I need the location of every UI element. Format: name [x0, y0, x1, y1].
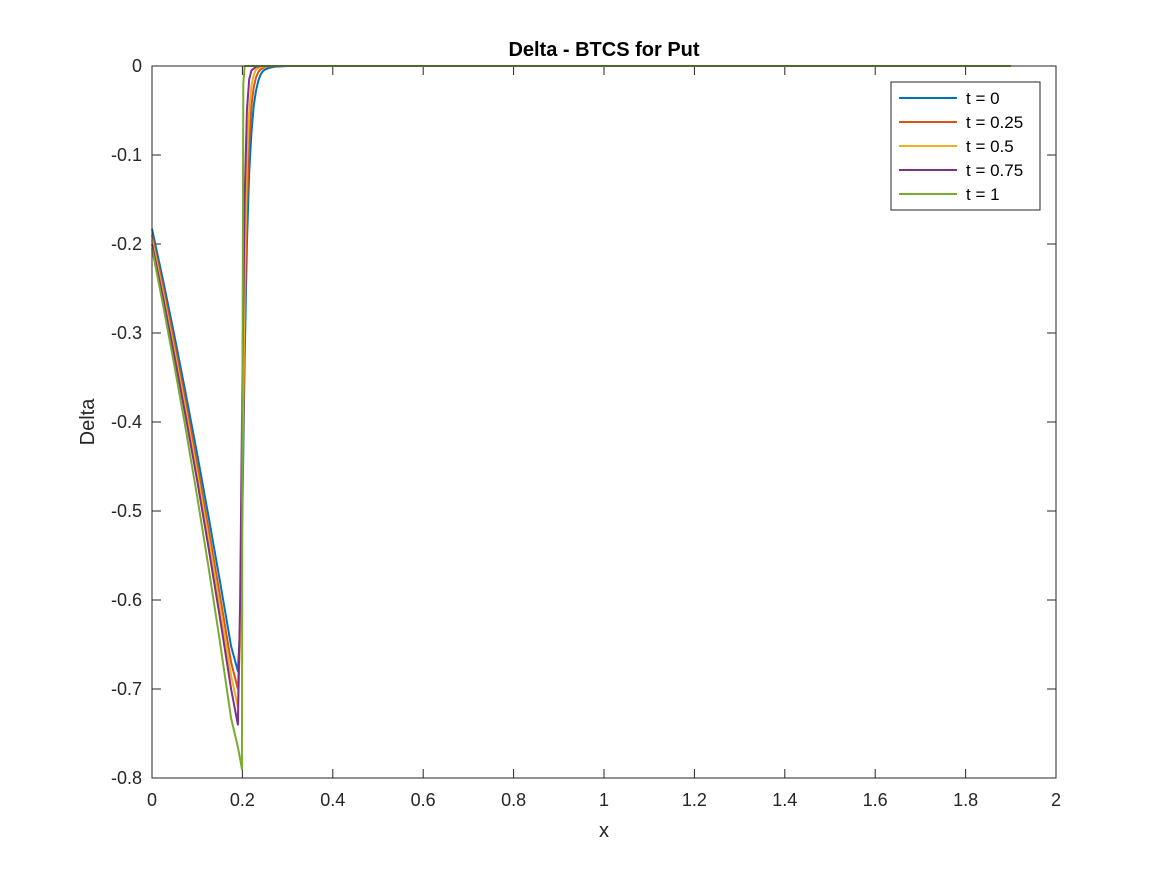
x-axis-label: x	[599, 820, 609, 842]
y-tick-label: -0.5	[111, 501, 142, 521]
x-tick-label: 1.4	[772, 790, 797, 810]
legend-item[interactable]: t = 0.25	[899, 113, 1023, 132]
x-tick-label: 0.4	[320, 790, 345, 810]
legend-item[interactable]: t = 0.5	[899, 137, 1014, 156]
legend-label: t = 0.75	[966, 161, 1023, 180]
x-tick-label: 2	[1051, 790, 1061, 810]
plot-area: 0 0.2 0.4 0.6 0.8 1 1.2 1.4 1.6 1.8 2 0 -0.1 -0.2 -0.3…	[111, 56, 1061, 810]
axes-box	[151, 65, 1057, 779]
x-tick-label: 0	[147, 790, 157, 810]
x-tick-label: 1.6	[863, 790, 888, 810]
x-tick-label: 1.8	[953, 790, 978, 810]
y-tick-label: -0.2	[111, 234, 142, 254]
legend-label: t = 0.5	[966, 137, 1014, 156]
legend-item[interactable]: t = 0.75	[899, 161, 1023, 180]
series-line-3	[151, 65, 1011, 726]
x-tick-label: 0.2	[230, 790, 255, 810]
y-tick-label: 0	[132, 56, 142, 76]
x-tick-label: 0.6	[411, 790, 436, 810]
chart-title: Delta - BTCS for Put	[508, 39, 699, 61]
legend-item[interactable]: t = 0	[899, 89, 1000, 108]
x-tick-label: 1	[599, 790, 609, 810]
y-tick-label: -0.8	[111, 768, 142, 788]
series-line-1	[151, 65, 1011, 690]
y-tick-label: -0.3	[111, 323, 142, 343]
x-tick-label: 1.2	[682, 790, 707, 810]
axis-ticks: 0 0.2 0.4 0.6 0.8 1 1.2 1.4 1.6 1.8 2 0 -0.1 -0.2 -0.3…	[111, 56, 1061, 810]
series-line-2	[151, 65, 1011, 708]
series-line-4	[151, 65, 1011, 771]
y-tick-label: -0.6	[111, 590, 142, 610]
series-line-0	[151, 65, 1011, 673]
legend-label: t = 0.25	[966, 113, 1023, 132]
legend[interactable]: t = 0 t = 0.25 t = 0.5 t = 0.75 t = 1	[890, 81, 1041, 211]
y-tick-label: -0.4	[111, 412, 142, 432]
legend-label: t = 1	[966, 185, 1000, 204]
y-axis-label: Delta	[77, 398, 99, 446]
y-tick-label: -0.1	[111, 145, 142, 165]
legend-label: t = 0	[966, 89, 1000, 108]
series-lines	[151, 65, 1011, 771]
x-tick-label: 0.8	[501, 790, 526, 810]
legend-item[interactable]: t = 1	[899, 185, 1000, 204]
y-tick-label: -0.7	[111, 679, 142, 699]
